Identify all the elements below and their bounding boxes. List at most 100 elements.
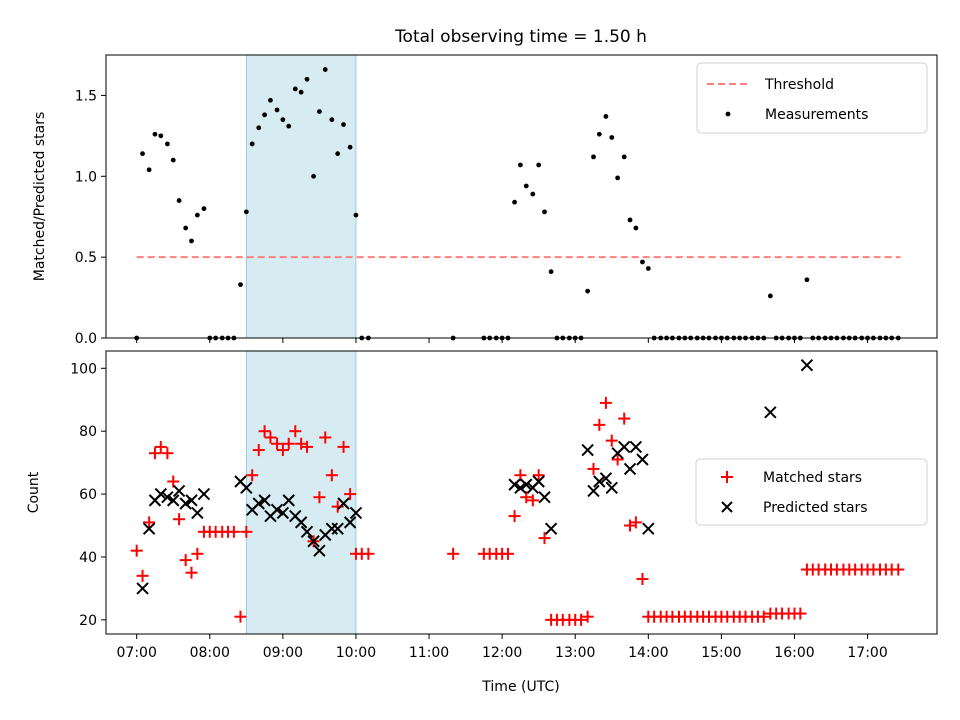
matched-stars-point <box>618 412 631 425</box>
matched-stars-point <box>514 469 527 482</box>
figure-title-group: Total observing time = 1.50 h <box>394 27 647 47</box>
matched-stars-point <box>629 516 642 529</box>
measurements-point <box>140 151 145 157</box>
matched-stars-point <box>227 525 240 538</box>
measurements-point <box>804 277 810 283</box>
top-panel-marks <box>134 67 901 341</box>
matched-stars-point <box>136 569 149 582</box>
matched-stars-point <box>593 418 606 431</box>
matched-stars-point <box>313 491 326 504</box>
measurements-point <box>633 225 639 231</box>
predicted-stars-point <box>276 506 290 520</box>
top-panel-axes: 0.0 0.5 1.0 1.5 <box>75 88 869 347</box>
measurements-point <box>512 199 517 205</box>
predicted-stars-point <box>258 494 271 507</box>
matched-stars-point <box>246 469 259 482</box>
matched-stars-point <box>271 437 284 450</box>
measurements-point <box>146 167 152 173</box>
measurements-point <box>292 86 298 92</box>
measurements-point <box>243 209 249 215</box>
matched-stars-point <box>344 488 357 501</box>
matched-legend-label: Matched stars <box>763 470 862 486</box>
matched-stars-point <box>300 440 313 453</box>
predicted-stars-point <box>313 544 326 557</box>
predicted-stars-point <box>252 497 265 510</box>
measurements-point <box>170 157 176 163</box>
bottom-panel-axes: 20 40 60 80 100 07:00 08:00 09:00 10:00 11:00 12:0… <box>70 361 887 661</box>
matched-stars-point <box>587 462 600 475</box>
measurements-point <box>548 269 554 275</box>
measurements-point <box>335 151 341 157</box>
measurements-legend-label: Measurements <box>765 107 868 123</box>
predicted-stars-point <box>191 506 204 520</box>
measurements-point <box>256 125 262 131</box>
measurements-point <box>317 109 322 114</box>
matched-stars-point <box>289 425 302 438</box>
predicted-stars-point <box>331 522 344 535</box>
x-tick-label: 13:00 <box>555 645 595 661</box>
x-tick-label: 07:00 <box>117 645 157 661</box>
predicted-stars-point <box>636 453 649 466</box>
x-tick-label: 09:00 <box>263 645 303 661</box>
top-panel: 0.0 0.5 1.0 1.5 Matched/Predicted stars Thr… <box>32 54 938 347</box>
matched-stars-point <box>282 437 295 450</box>
bottom-xlabel: Time (UTC) <box>481 679 559 695</box>
measurements-point <box>645 266 651 271</box>
measurements-point <box>164 141 170 147</box>
predicted-stars-point <box>800 358 814 372</box>
measurements-legend-swatch <box>725 111 731 117</box>
measurements-point <box>304 76 310 82</box>
predicted-stars-point <box>764 406 777 419</box>
measurements-point <box>183 225 189 231</box>
measurements-point <box>591 154 596 160</box>
measurements-point <box>523 183 529 189</box>
threshold-legend-label: Threshold <box>764 77 834 93</box>
predicted-stars-point <box>337 497 350 510</box>
y-tick-label: 60 <box>79 487 97 503</box>
top-panel-frame <box>105 54 938 339</box>
x-tick-label: 14:00 <box>628 645 668 661</box>
measurements-point <box>158 133 164 139</box>
x-tick-label: 15:00 <box>701 645 741 661</box>
predicted-stars-point <box>307 535 320 548</box>
predicted-stars-point <box>343 516 357 529</box>
predicted-stars-point <box>294 516 308 529</box>
measurements-point <box>621 154 627 160</box>
bottom-panel-frame <box>105 350 938 635</box>
predicted-stars-point <box>197 487 211 501</box>
measurements-point <box>238 282 243 288</box>
matched-stars-point <box>319 431 332 444</box>
measurements-point <box>341 122 346 127</box>
predicted-stars-point <box>325 522 339 535</box>
matched-stars-point <box>362 547 375 560</box>
measurements-point <box>627 217 633 223</box>
matched-stars-point <box>757 610 770 623</box>
measurements-point <box>249 141 255 147</box>
y-tick-label: 1.5 <box>75 88 97 104</box>
predicted-stars-point <box>629 440 643 454</box>
measurements-point <box>189 238 194 244</box>
measurements-point <box>518 162 523 168</box>
matched-stars-point <box>581 610 594 623</box>
matched-stars-point <box>191 547 204 560</box>
matched-stars-point <box>161 447 174 460</box>
matched-stars-point <box>501 547 514 560</box>
predicted-stars-point <box>167 494 180 507</box>
matched-stars-point <box>892 563 905 576</box>
matched-stars-point <box>538 532 551 545</box>
measurements-point <box>201 206 207 212</box>
top-legend: Threshold Measurements <box>696 62 928 134</box>
predicted-stars-point <box>538 491 551 504</box>
measurements-point <box>152 131 158 137</box>
measurements-point <box>767 293 773 299</box>
predicted-stars-point <box>623 462 637 476</box>
predicted-stars-point <box>593 475 606 488</box>
matched-stars-point <box>276 444 289 457</box>
matched-stars-point <box>143 516 156 529</box>
predicted-stars-point <box>605 481 618 494</box>
bottom-panel-background <box>245 350 357 635</box>
measurements-point <box>530 191 536 197</box>
measurements-point <box>542 209 547 215</box>
measurements-point <box>274 107 280 113</box>
matched-stars-point <box>508 510 521 523</box>
